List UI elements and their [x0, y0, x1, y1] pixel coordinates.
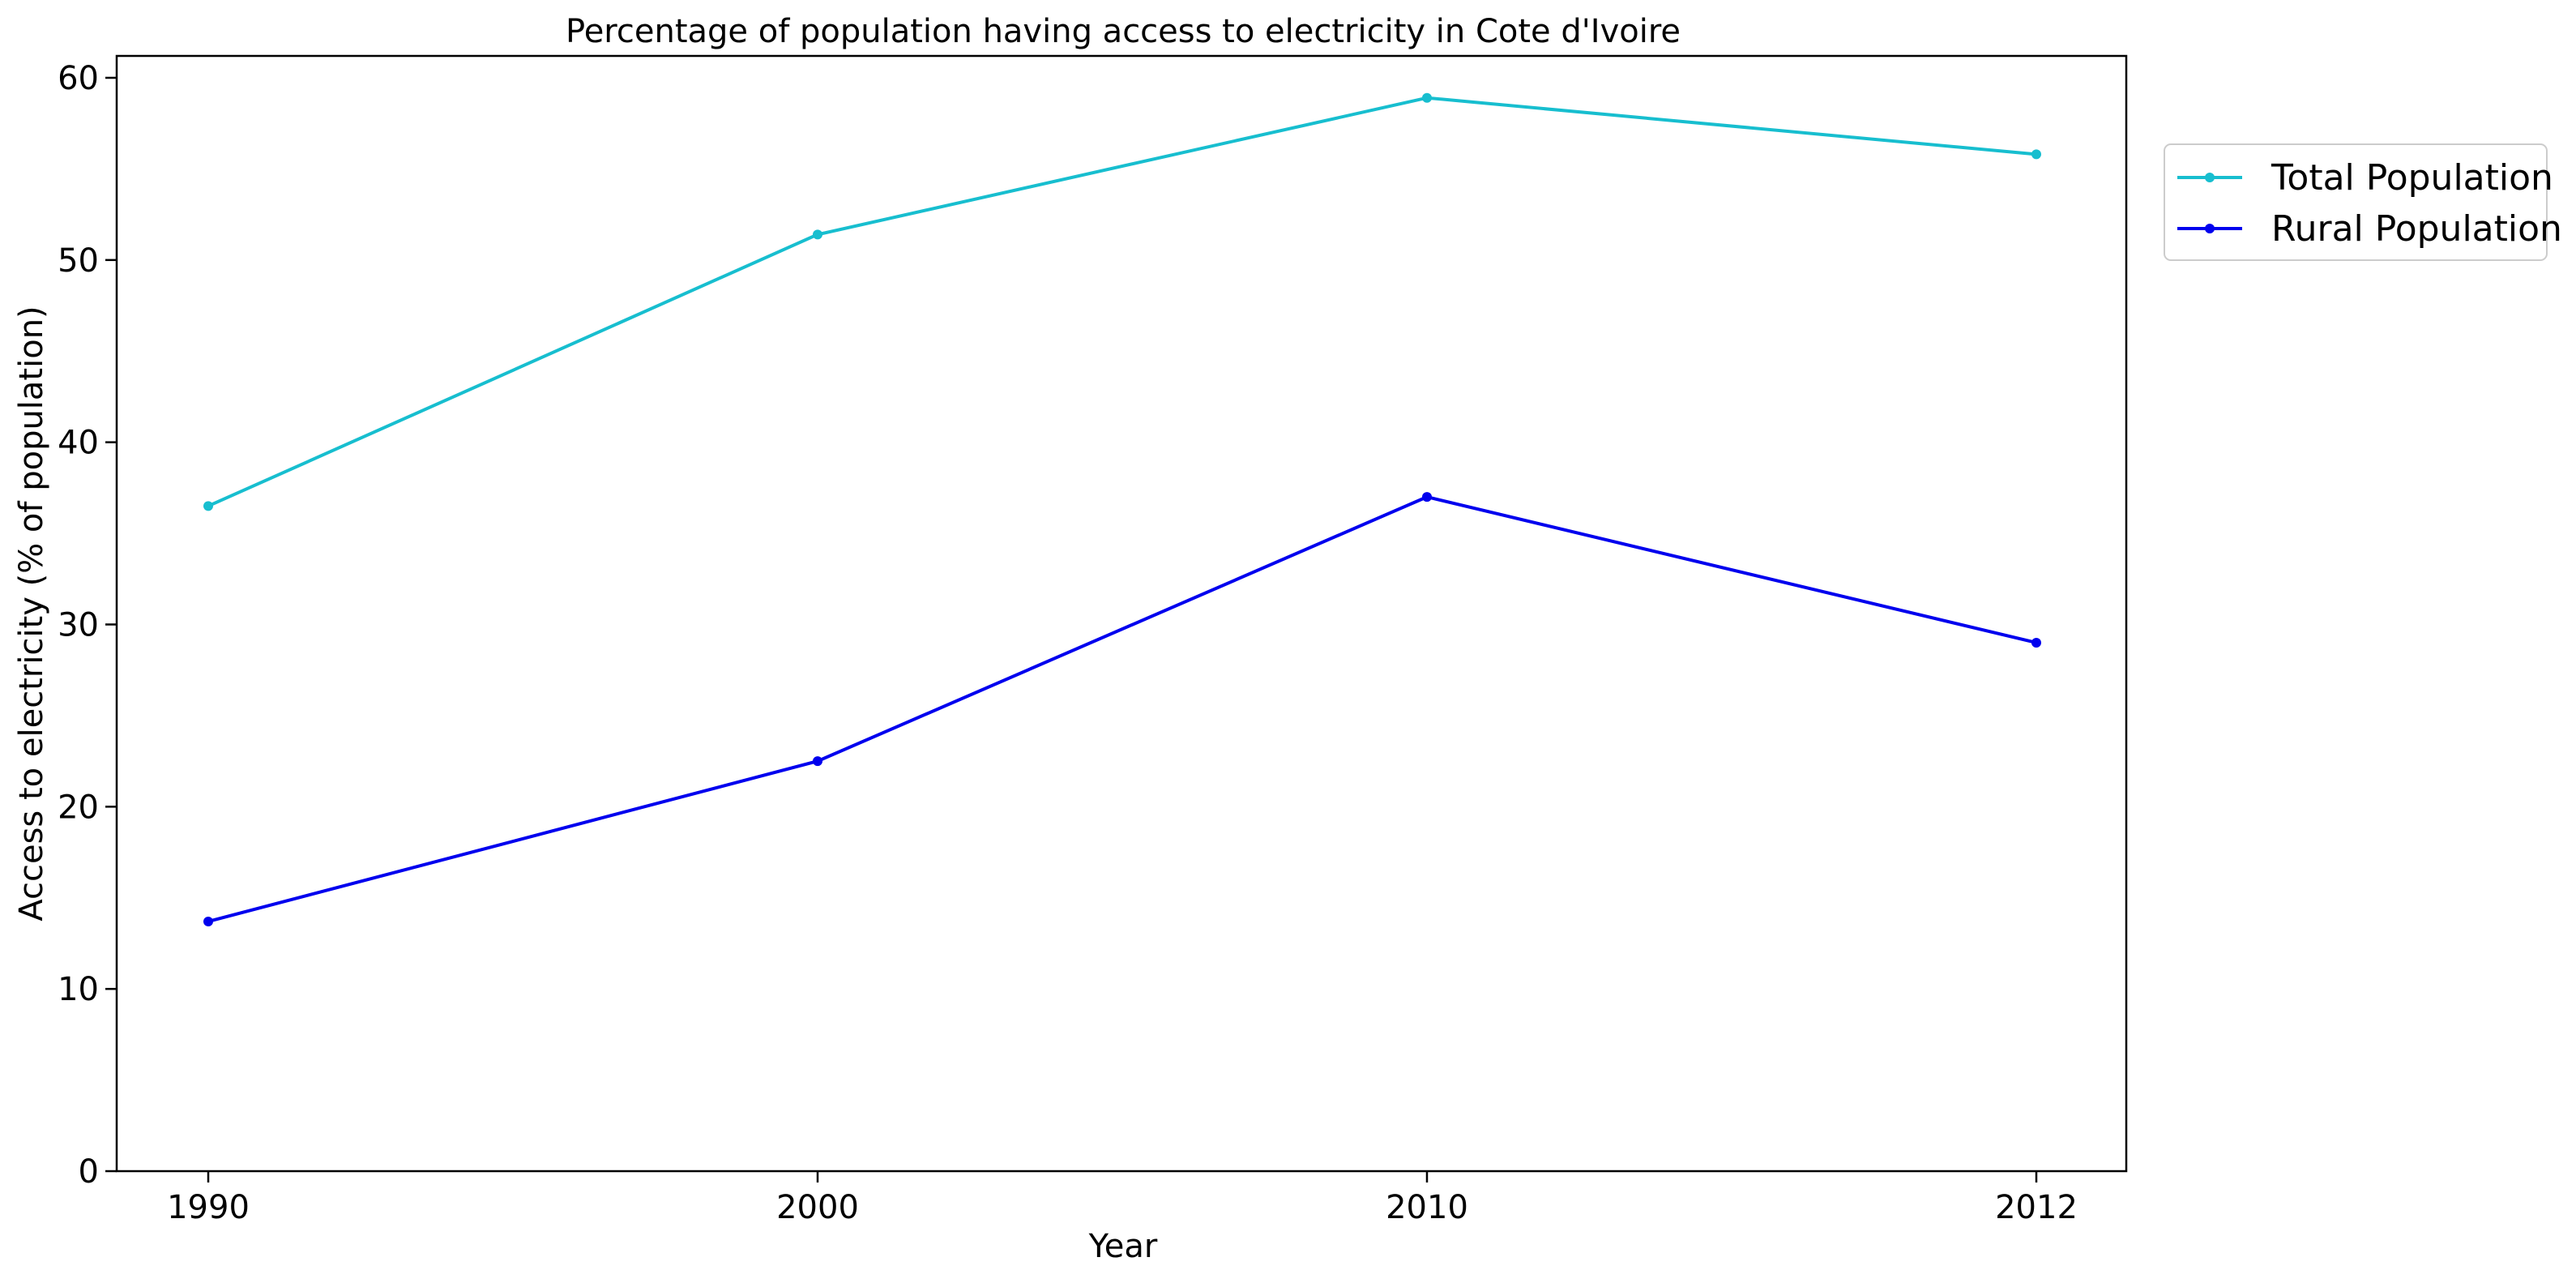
- y-tick-label: 30: [58, 606, 99, 644]
- data-point-rural-population: [203, 916, 213, 926]
- y-tick-label: 20: [58, 789, 99, 826]
- legend-label-total-population: Total Population: [2271, 157, 2553, 199]
- y-tick-label: 0: [79, 1153, 99, 1191]
- y-tick-label: 10: [58, 971, 99, 1008]
- series-line-total-population: [207, 96, 2037, 508]
- data-point-total-population: [1422, 92, 1432, 103]
- x-tick-label: 2010: [1386, 1189, 1468, 1226]
- legend-marker-rural-population: [2205, 224, 2215, 233]
- x-axis-label: Year: [1088, 1228, 1158, 1265]
- data-point-total-population: [2031, 149, 2041, 160]
- plot-area-frame: [115, 54, 2128, 1173]
- x-tick-label: 1990: [167, 1189, 250, 1226]
- y-tick-label: 50: [58, 242, 99, 280]
- legend-box: [2164, 143, 2548, 261]
- data-point-rural-population: [813, 756, 822, 767]
- chart-title: Percentage of population having access t…: [566, 13, 1681, 50]
- x-tick-label: 2000: [776, 1189, 859, 1226]
- x-tick-label: 2012: [1995, 1189, 2078, 1226]
- y-axis-label: Access to electricity (% of population): [13, 306, 50, 921]
- legend-marker-total-population: [2205, 173, 2215, 182]
- series-line-rural-population: [207, 495, 2037, 923]
- data-point-rural-population: [1422, 492, 1432, 503]
- y-tick-label: 40: [58, 425, 99, 462]
- data-point-total-population: [813, 229, 822, 240]
- data-point-rural-population: [2031, 637, 2041, 648]
- legend: Total Population Rural Population: [2164, 143, 2562, 261]
- legend-label-rural-population: Rural Population: [2271, 208, 2562, 250]
- y-tick-label: 60: [58, 60, 99, 97]
- data-point-total-population: [203, 501, 213, 511]
